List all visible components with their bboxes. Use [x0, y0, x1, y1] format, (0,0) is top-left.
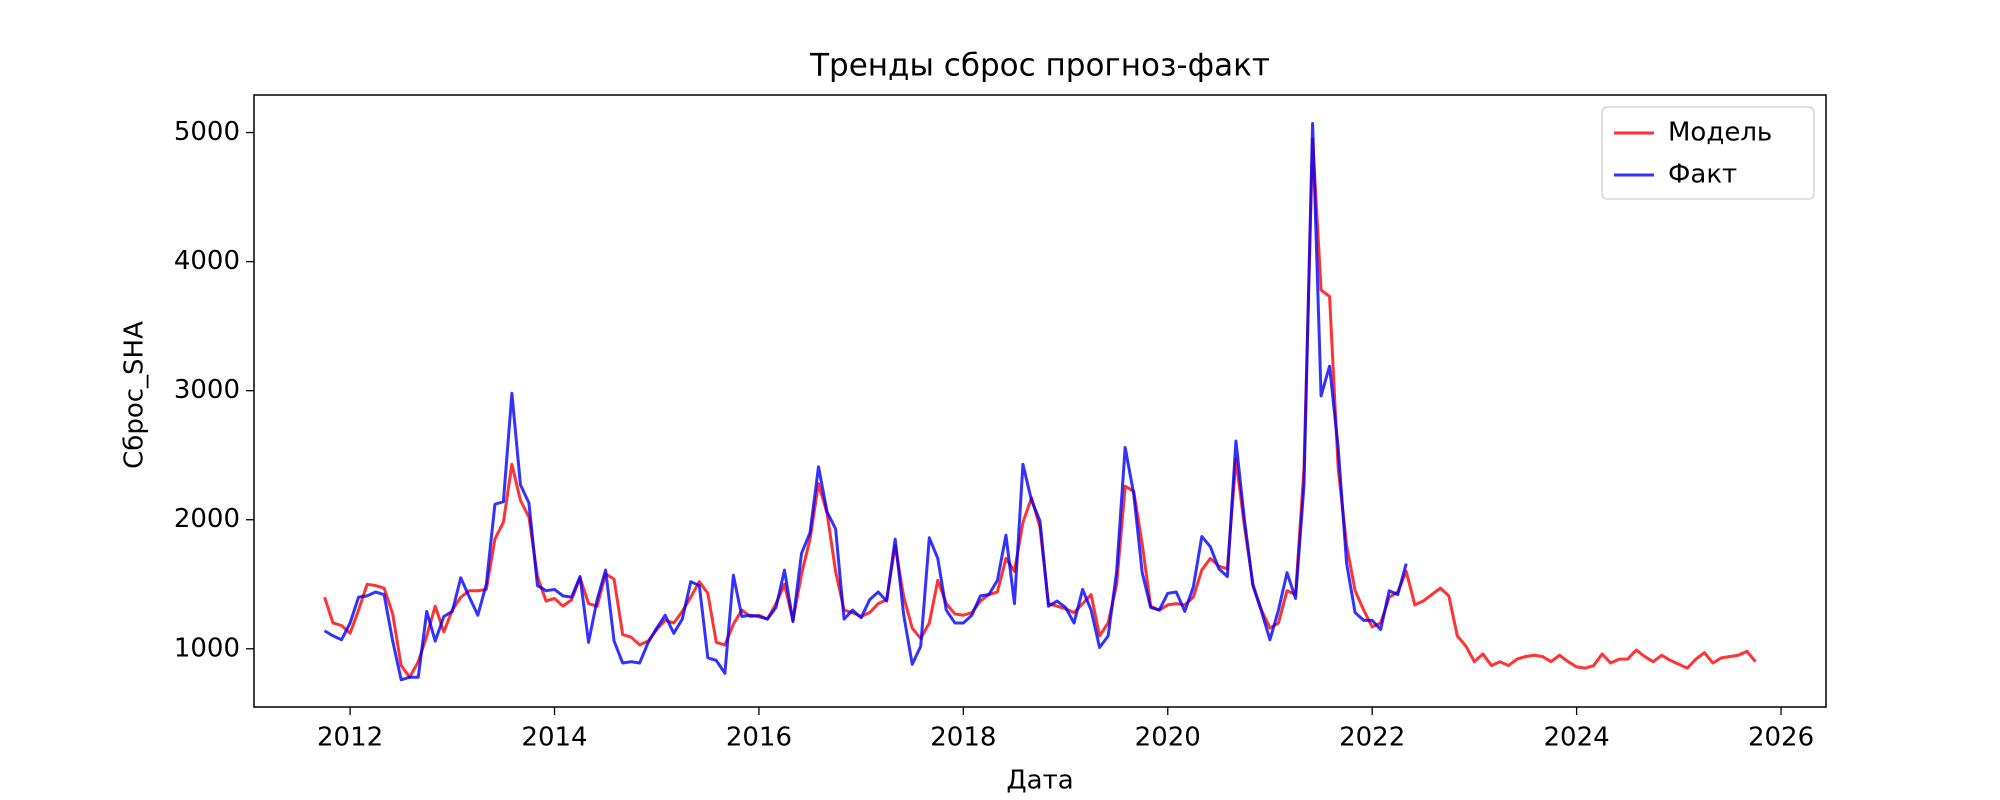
x-tick-label: 2022 [1339, 723, 1405, 753]
y-tick-label: 3000 [174, 375, 240, 405]
legend-label: Модель [1668, 118, 1772, 148]
series-line [323, 122, 1408, 682]
x-tick-label: 2024 [1544, 723, 1610, 753]
y-tick-label: 4000 [174, 246, 240, 276]
x-tick-label: 2018 [930, 723, 996, 753]
y-axis-label: Сброс_SHA [120, 321, 150, 469]
y-tick-label: 2000 [174, 504, 240, 534]
y-tick-label: 5000 [174, 117, 240, 147]
x-axis-label: Дата [1006, 766, 1073, 796]
plot-frame [253, 94, 1827, 708]
legend: Модель Факт [1601, 106, 1815, 200]
x-tick-label: 2016 [726, 723, 792, 753]
x-tick-label: 2026 [1748, 723, 1814, 753]
legend-label: Факт [1668, 160, 1737, 190]
chart-title: Тренды сброс прогноз-факт [809, 48, 1270, 84]
x-tick-label: 2014 [521, 723, 587, 753]
x-tick-label: 2020 [1135, 723, 1201, 753]
series-line [323, 137, 1757, 679]
x-tick-label: 2012 [317, 723, 383, 753]
y-tick-label: 1000 [174, 633, 240, 663]
legend-box [1601, 106, 1815, 200]
